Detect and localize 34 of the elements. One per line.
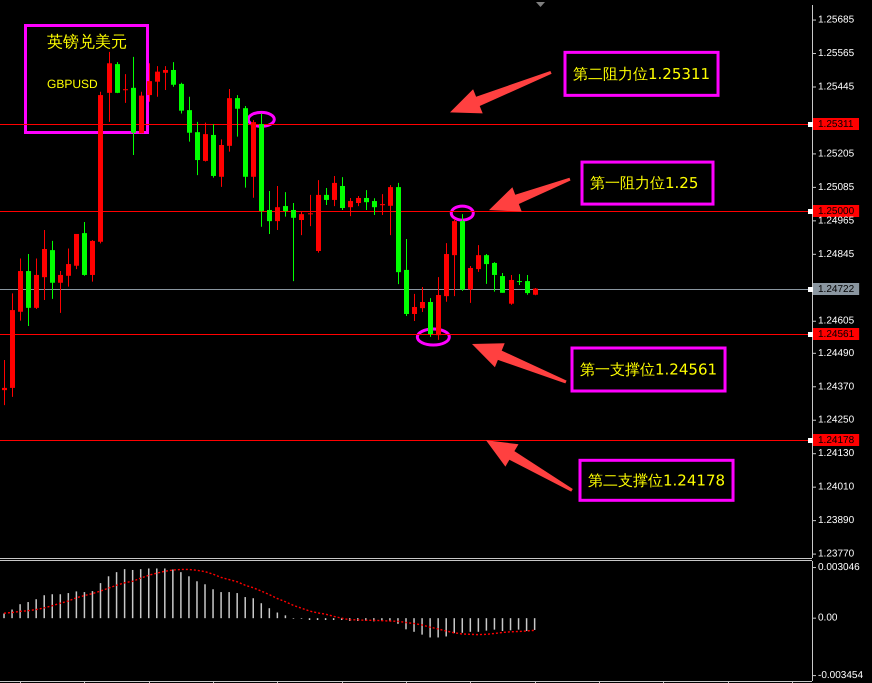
ref-label: 1.24722 bbox=[813, 283, 860, 295]
ref-label: 1.24561 bbox=[813, 328, 860, 340]
ref-label: 1.25311 bbox=[813, 118, 859, 130]
ytick-label: 1.25085 bbox=[818, 182, 854, 193]
ytick-label: 1.24370 bbox=[818, 381, 854, 392]
ref-label: 1.25000 bbox=[813, 205, 860, 217]
ytick-label: 1.24605 bbox=[818, 316, 854, 327]
ref-line-label: 1.25311 bbox=[818, 119, 854, 130]
ref-line-label: 1.25000 bbox=[818, 206, 855, 217]
ytick-label: 0.003046 bbox=[818, 562, 860, 574]
ref-line-label: 1.24561 bbox=[818, 329, 855, 340]
ytick-label: 1.25445 bbox=[818, 82, 854, 92]
annotation-text: 第二阻力位1.25311 bbox=[573, 64, 710, 83]
ytick-label: 1.24010 bbox=[818, 482, 854, 493]
title: 英镑兑美元 bbox=[47, 32, 127, 51]
ytick-label: 1.24130 bbox=[818, 448, 854, 460]
annotation-text: 第一支撑位1.24561 bbox=[580, 360, 718, 378]
ytick-label: 0.00 bbox=[818, 612, 838, 624]
ytick-label: 1.24845 bbox=[818, 248, 854, 260]
ytick-label: 1.24965 bbox=[818, 215, 854, 226]
subtitle: GBPUSD bbox=[47, 77, 98, 91]
ytick-label: 1.25565 bbox=[818, 48, 854, 60]
annotation-text: 第一阻力位1.25 bbox=[590, 174, 698, 192]
ytick-label: -0.003454 bbox=[818, 670, 864, 682]
ref-line-label: 1.24722 bbox=[818, 284, 855, 295]
ref-line-label: 1.24178 bbox=[818, 435, 855, 446]
annotation-text: 第二支撑位1.24178 bbox=[588, 471, 726, 490]
ytick-label: 1.23890 bbox=[818, 515, 854, 526]
ytick-label: 1.24490 bbox=[818, 348, 854, 359]
ref-label: 1.24178 bbox=[813, 434, 860, 446]
ytick-label: 1.25205 bbox=[818, 148, 854, 160]
ytick-label: 1.23770 bbox=[818, 548, 854, 560]
ytick-label: 1.24250 bbox=[818, 414, 854, 426]
ytick-label: 1.25685 bbox=[818, 14, 854, 26]
